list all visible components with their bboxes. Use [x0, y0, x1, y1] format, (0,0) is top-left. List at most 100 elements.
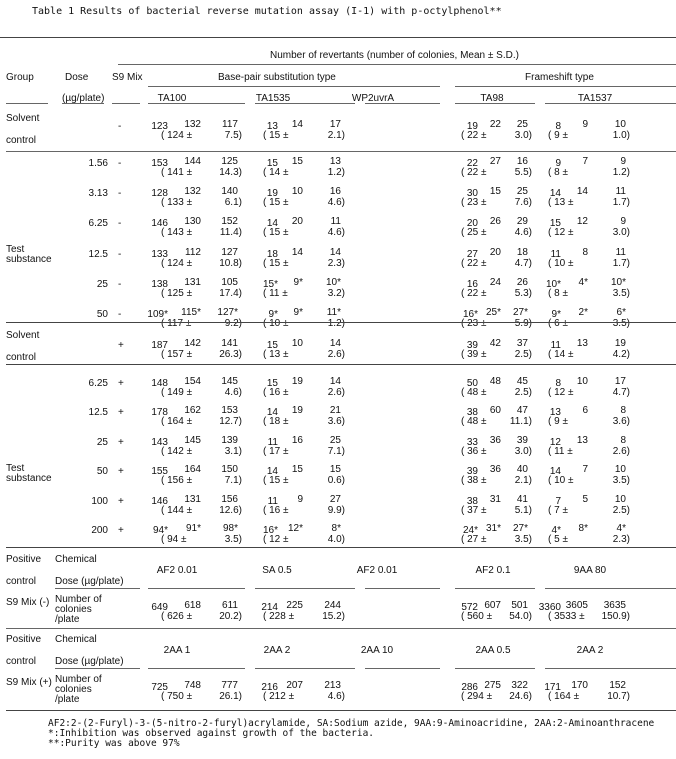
rule-line — [118, 64, 676, 65]
sd-value: 2.3 — [315, 258, 345, 269]
mean-value: 117 — [161, 318, 191, 329]
mean-value: 294 — [461, 691, 492, 702]
mean-value: 15 — [263, 227, 289, 238]
plate-count-2: 8* — [562, 523, 588, 534]
dose-value: 12.5 — [70, 407, 108, 418]
plate-count-3: 10* — [315, 277, 341, 288]
plate-count-2: 13 — [562, 338, 588, 349]
basepair-header: Base-pair substitution type — [218, 72, 336, 83]
group-label: Solvent — [6, 113, 39, 124]
plate-count-2: 48 — [475, 376, 501, 387]
plate-count-3: 10 — [600, 119, 626, 130]
plate-count-2: 131 — [175, 277, 201, 288]
plate-count-2: 275 — [475, 680, 501, 691]
plate-count-2: 162 — [175, 405, 201, 416]
sd-value: 3.6 — [600, 416, 630, 427]
plate-count-2: 16 — [277, 435, 303, 446]
sd-value: 3.5 — [600, 475, 630, 486]
s9-mix-value: + — [118, 525, 124, 536]
plate-count-3: 26 — [502, 277, 528, 288]
sd-value: 4.6 — [315, 227, 345, 238]
positive-chemical-dose: AF2 0.01 — [337, 565, 417, 576]
sd-value: 3.1 — [212, 446, 242, 457]
group-label: control — [6, 135, 36, 146]
plate-count-2: 24 — [475, 277, 501, 288]
s9-mix-value: + — [118, 496, 124, 507]
plate-count-2: 15 — [277, 464, 303, 475]
sd-value: 4.0 — [315, 534, 345, 545]
plate-count-3: 40 — [502, 464, 528, 475]
sd-value: 4.6 — [212, 387, 242, 398]
plate-count-2: 25* — [475, 307, 501, 318]
plate-count-2: 607 — [475, 600, 501, 611]
dose-value: 200 — [70, 525, 108, 536]
s9-mix-value: + — [118, 407, 124, 418]
plate-count-3: 19 — [600, 338, 626, 349]
mean-value: 15 — [263, 475, 289, 486]
rule-line — [6, 103, 48, 104]
plate-count-3: 8* — [315, 523, 341, 534]
plate-count-3: 4* — [600, 523, 626, 534]
frameshift-header: Frameshift type — [525, 72, 594, 83]
plate-count-3: 156 — [212, 494, 238, 505]
sd-value: 3.0 — [502, 446, 532, 457]
plate-count-2: 26 — [475, 216, 501, 227]
sd-value: 3.5 — [212, 534, 242, 545]
plate-count-3: 140 — [212, 186, 238, 197]
sd-value: 24.6 — [502, 691, 532, 702]
sd-value: 1.2 — [600, 167, 630, 178]
plate-count-3: 153 — [212, 405, 238, 416]
plate-count-2: 13 — [562, 435, 588, 446]
positive-chemical-dose: SA 0.5 — [237, 565, 317, 576]
positive-chemical-dose: 2AA 2 — [550, 645, 630, 656]
sd-value: 7.6 — [502, 197, 532, 208]
group-label: Solvent — [6, 330, 39, 341]
s9-mix-value: - — [118, 158, 121, 169]
sd-value: 5.1 — [502, 505, 532, 516]
mean-value: 22 — [461, 167, 487, 178]
plate-count-2: 3605 — [562, 600, 588, 611]
rule-line — [0, 37, 676, 38]
mean-value: 17 — [263, 446, 289, 457]
plate-count-2: 27 — [475, 156, 501, 167]
revertants-header: Number of revertants (number of colonies… — [270, 50, 519, 61]
plate-count-2: 115* — [175, 307, 201, 318]
mean-value: 560 — [461, 611, 492, 622]
mean-value: 157 — [161, 349, 192, 360]
s9-mix-value: + — [118, 340, 124, 351]
sd-value: 9.2 — [212, 318, 242, 329]
sd-value: 6.1 — [212, 197, 242, 208]
plate-count-3: 25 — [315, 435, 341, 446]
plate-count-2: 42 — [475, 338, 501, 349]
sd-value: 3.0 — [502, 130, 532, 141]
sd-value: 5.5 — [502, 167, 532, 178]
plate-count-2: 9 — [562, 119, 588, 130]
plate-count-3: 244 — [315, 600, 341, 611]
dose-value: 1.56 — [70, 158, 108, 169]
sd-value: 4.6 — [502, 227, 532, 238]
plate-count-3: 127 — [212, 247, 238, 258]
mean-value: 22 — [461, 258, 487, 269]
table-title: Table 1 Results of bacterial reverse mut… — [32, 6, 502, 17]
plate-count-3: 141 — [212, 338, 238, 349]
plate-count-2: 112 — [175, 247, 201, 258]
rule-line — [455, 103, 535, 104]
rule-line — [6, 547, 676, 548]
rule-line — [148, 86, 440, 87]
sd-value: 3.0 — [600, 227, 630, 238]
plate-count-3: 322 — [502, 680, 528, 691]
rule-line — [365, 588, 440, 589]
rule-line — [545, 668, 676, 669]
dose-label: Dose (µg/plate) — [55, 576, 124, 587]
sd-value: 4.6 — [315, 197, 345, 208]
sd-value: 2.6 — [315, 349, 345, 360]
rule-line — [255, 588, 355, 589]
plate-count-3: 145 — [212, 376, 238, 387]
sd-value: 15.2 — [315, 611, 345, 622]
sd-value: 2.6 — [600, 446, 630, 457]
mean-value: 11 — [548, 446, 573, 457]
mean-value: 125 — [161, 288, 192, 299]
mean-value: 10 — [263, 318, 289, 329]
rule-line — [6, 628, 676, 629]
plate-count-3: 152 — [600, 680, 626, 691]
